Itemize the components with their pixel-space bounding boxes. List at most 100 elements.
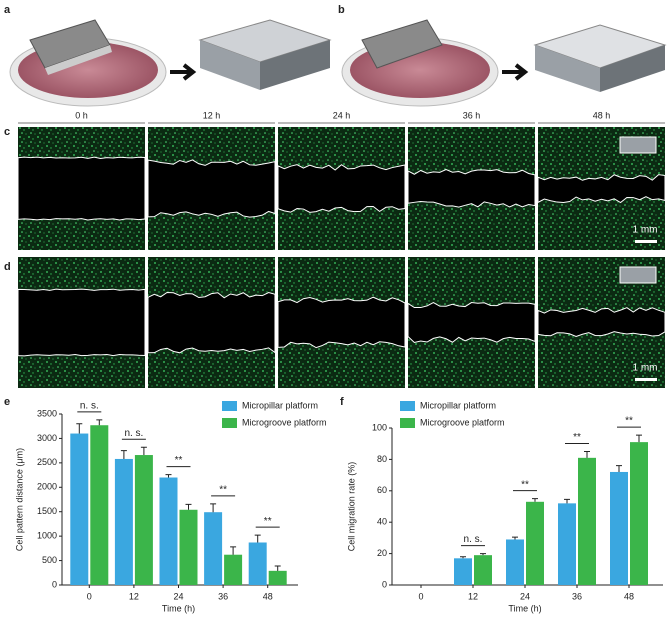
- bar: [90, 425, 109, 585]
- x-tick-label: 24: [173, 591, 183, 601]
- x-tick-label: 12: [468, 591, 478, 601]
- wound-gap: [277, 164, 406, 213]
- y-tick-label: 80: [377, 454, 387, 464]
- panel-label: b: [338, 4, 345, 16]
- x-axis-label: Time (h): [508, 603, 541, 613]
- wound-gap: [407, 169, 536, 208]
- panel-label: f: [340, 396, 344, 408]
- x-tick-label: 12: [129, 591, 139, 601]
- bar: [558, 503, 576, 585]
- legend-swatch: [400, 401, 415, 411]
- scale-bar-label: 1 mm: [633, 363, 658, 374]
- bar: [248, 542, 267, 585]
- error-bar: [210, 503, 217, 513]
- x-tick-label: 0: [418, 591, 423, 601]
- significance-label: n. s.: [80, 401, 99, 412]
- error-bar: [76, 423, 83, 434]
- illustration-a: [9, 19, 332, 107]
- scale-bar: [635, 240, 657, 243]
- bar: [506, 539, 524, 585]
- y-tick-label: 0: [382, 579, 387, 589]
- significance-label: **: [625, 416, 633, 427]
- time-label: 36 h: [463, 110, 481, 120]
- legend-swatch: [222, 418, 237, 428]
- bar: [179, 509, 198, 585]
- legend-label: Micropillar platform: [242, 400, 318, 410]
- error-bar: [616, 465, 622, 472]
- bar: [578, 457, 596, 585]
- bar: [224, 554, 243, 585]
- bar: [134, 455, 153, 585]
- wound-gap: [147, 159, 276, 218]
- error-bar: [512, 536, 518, 540]
- y-tick-label: 2500: [37, 457, 57, 467]
- x-tick-label: 24: [520, 591, 530, 601]
- panel-label: e: [4, 396, 10, 408]
- error-bar: [254, 534, 261, 543]
- bar: [268, 570, 287, 585]
- significance-label: **: [264, 516, 272, 527]
- error-bar: [96, 419, 103, 426]
- x-tick-label: 0: [87, 591, 92, 601]
- bar: [70, 433, 89, 585]
- y-tick-label: 40: [377, 517, 387, 527]
- illustration-b: [341, 19, 667, 107]
- time-label: 24 h: [333, 110, 351, 120]
- legend-swatch: [222, 401, 237, 411]
- y-tick-label: 500: [42, 555, 57, 565]
- significance-label: **: [219, 485, 227, 496]
- panel-label: c: [4, 126, 10, 138]
- y-tick-label: 20: [377, 548, 387, 558]
- inset: [619, 136, 657, 154]
- wound-gap: [407, 302, 536, 344]
- time-label: 0 h: [75, 110, 88, 120]
- significance-label: n. s.: [124, 428, 143, 439]
- wound-gap: [17, 288, 146, 357]
- error-bar: [636, 434, 642, 443]
- y-tick-label: 2000: [37, 482, 57, 492]
- error-bar: [120, 450, 127, 459]
- significance-label: **: [175, 455, 183, 466]
- bar: [474, 555, 492, 585]
- error-bar: [165, 474, 172, 478]
- time-label: 12 h: [203, 110, 221, 120]
- y-axis-label: Cell pattern distance (μm): [14, 448, 24, 551]
- x-tick-label: 36: [572, 591, 582, 601]
- significance-label: **: [573, 432, 581, 443]
- bar: [630, 442, 648, 585]
- bar: [526, 501, 544, 585]
- wound-gap: [147, 291, 276, 354]
- scale-bar: [635, 378, 657, 381]
- wound-gap: [277, 296, 406, 349]
- y-tick-label: 0: [52, 579, 57, 589]
- y-tick-label: 3000: [37, 433, 57, 443]
- legend-label: Microgroove platform: [242, 417, 327, 427]
- error-bar: [274, 565, 281, 571]
- error-bar: [564, 498, 570, 504]
- legend-label: Microgroove platform: [420, 417, 505, 427]
- x-tick-label: 48: [263, 591, 273, 601]
- y-tick-label: 3500: [37, 408, 57, 418]
- y-tick-label: 100: [372, 422, 387, 432]
- x-tick-label: 48: [624, 591, 634, 601]
- panel-label: a: [4, 4, 11, 16]
- bar: [610, 471, 628, 585]
- scale-bar-label: 1 mm: [633, 225, 658, 236]
- wound-gap: [17, 156, 146, 221]
- y-tick-label: 1000: [37, 531, 57, 541]
- y-tick-label: 1500: [37, 506, 57, 516]
- bar: [114, 458, 133, 585]
- error-bar: [460, 556, 466, 559]
- inset: [619, 266, 657, 284]
- legend-swatch: [400, 418, 415, 428]
- y-axis-label: Cell migration rate (%): [346, 462, 356, 552]
- bar: [204, 512, 223, 585]
- wound-gap: [537, 174, 666, 204]
- error-bar: [532, 498, 538, 502]
- error-bar: [584, 451, 590, 458]
- bar: [454, 558, 472, 585]
- significance-label: **: [521, 479, 529, 490]
- time-label: 48 h: [593, 110, 611, 120]
